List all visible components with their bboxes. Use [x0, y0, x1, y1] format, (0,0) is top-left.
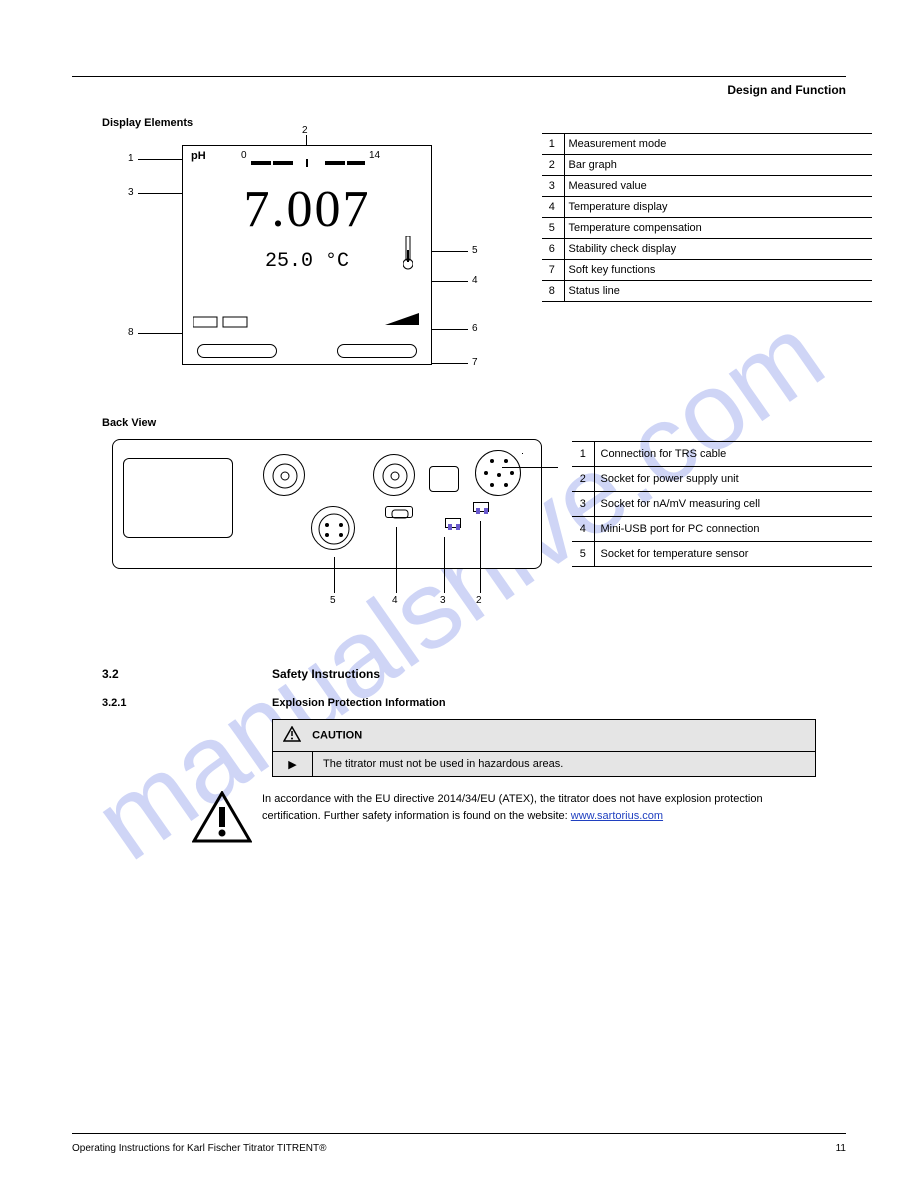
- callout-b3: 3: [440, 595, 446, 606]
- callout-3: 3: [128, 187, 134, 198]
- warning-block: In accordance with the EU directive 2014…: [192, 791, 816, 850]
- bnc-port-icon: [373, 454, 415, 496]
- display-legend: 1Measurement mode 2Bar graph 3Measured v…: [542, 133, 872, 302]
- callout-5: 5: [472, 245, 478, 256]
- safety-h3-text: Explosion Protection Information: [272, 697, 446, 709]
- page-title: Design and Function: [72, 83, 846, 97]
- label-area: [123, 458, 233, 538]
- lead: [396, 527, 397, 593]
- back-heading: Back View: [102, 417, 156, 429]
- caution-box: CAUTION ▶ The titrator must not be used …: [272, 719, 816, 777]
- din-port-icon: [475, 450, 521, 496]
- footer-right: 11: [836, 1143, 846, 1154]
- softkey-left[interactable]: [197, 344, 277, 358]
- safety-h3-num: 3.2.1: [102, 697, 126, 709]
- usb-b-icon: [429, 466, 459, 492]
- table-row: 8Status line: [542, 281, 872, 302]
- table-row: 1Measurement mode: [542, 134, 872, 155]
- lcd-temp-value: 25.0 °C: [183, 250, 431, 273]
- table-row: 3Measured value: [542, 176, 872, 197]
- temp-port-icon: [311, 506, 355, 550]
- bullet-icon: ▶: [273, 752, 313, 776]
- display-section: Display Elements 1 3 8 2 5 4 6 7 pH 0 14: [72, 117, 846, 407]
- lcd-scale-min: 0: [241, 150, 247, 161]
- callout-4: 4: [472, 275, 478, 286]
- lead: [480, 521, 481, 593]
- table-row: 2Socket for power supply unit: [572, 467, 872, 492]
- lcd-main-value: 7.007: [183, 180, 431, 239]
- lead: [138, 159, 182, 160]
- lead: [502, 467, 558, 468]
- table-row: 5Socket for temperature sensor: [572, 542, 872, 567]
- bottom-rule: [72, 1133, 846, 1134]
- table-row: 4Temperature display: [542, 197, 872, 218]
- lead: [522, 453, 523, 454]
- safety-h3: 3.2.1 Explosion Protection Information: [272, 697, 846, 709]
- lcd-scale-max: 14: [369, 150, 380, 161]
- lead: [444, 537, 445, 593]
- callout-7: 7: [472, 357, 478, 368]
- back-panel: [112, 439, 542, 569]
- lead: [138, 333, 182, 334]
- socket-icon: [473, 502, 489, 512]
- table-row: 1Connection for TRS cable: [572, 442, 872, 467]
- caution-icon: [283, 726, 301, 745]
- caution-title: CAUTION: [273, 720, 815, 752]
- callout-6: 6: [472, 323, 478, 334]
- caution-title-text: CAUTION: [312, 729, 362, 741]
- warning-text: In accordance with the EU directive 2014…: [262, 791, 816, 850]
- lead: [138, 193, 182, 194]
- callout-1: 1: [128, 153, 134, 164]
- caution-msg: The titrator must not be used in hazardo…: [313, 752, 815, 776]
- top-rule: [72, 76, 846, 77]
- page: Design and Function Display Elements 1 3…: [0, 0, 918, 1188]
- safety-h2-text: Safety Instructions: [272, 667, 380, 681]
- table-row: 2Bar graph: [542, 155, 872, 176]
- caution-row: ▶ The titrator must not be used in hazar…: [273, 752, 815, 776]
- back-legend: 1Connection for TRS cable 2Socket for po…: [572, 441, 872, 567]
- lcd: pH 0 14 7.007 25.0 °C: [182, 145, 432, 365]
- softkey-right[interactable]: [337, 344, 417, 358]
- safety-h2: 3.2 Safety Instructions: [272, 667, 846, 681]
- warning-body: In accordance with the EU directive 2014…: [262, 793, 763, 822]
- table-row: 4Mini-USB port for PC connection: [572, 517, 872, 542]
- socket-icon: [445, 518, 461, 528]
- bargraph-icon: [251, 154, 366, 162]
- bnc-port-icon: [263, 454, 305, 496]
- table-row: 6Stability check display: [542, 239, 872, 260]
- footer-left: Operating Instructions for Karl Fischer …: [72, 1143, 326, 1154]
- table-row: 3Socket for nA/mV measuring cell: [572, 492, 872, 517]
- safety-h2-num: 3.2: [102, 667, 119, 681]
- status-icons: [193, 315, 253, 334]
- warning-link[interactable]: www.sartorius.com: [571, 810, 663, 822]
- warning-icon: [192, 791, 262, 850]
- callout-8: 8: [128, 327, 134, 338]
- mini-usb-icon: [385, 506, 413, 518]
- lcd-mode: pH: [191, 150, 206, 162]
- lead: [334, 557, 335, 593]
- callout-b5: 5: [330, 595, 336, 606]
- callout-b2: 2: [476, 595, 482, 606]
- back-section: Back View: [72, 417, 846, 647]
- thermometer-icon: [403, 236, 413, 275]
- stability-icon: [385, 312, 419, 330]
- table-row: 7Soft key functions: [542, 260, 872, 281]
- display-heading: Display Elements: [102, 117, 193, 129]
- table-row: 5Temperature compensation: [542, 218, 872, 239]
- callout-b4: 4: [392, 595, 398, 606]
- footer: Operating Instructions for Karl Fischer …: [72, 1143, 846, 1154]
